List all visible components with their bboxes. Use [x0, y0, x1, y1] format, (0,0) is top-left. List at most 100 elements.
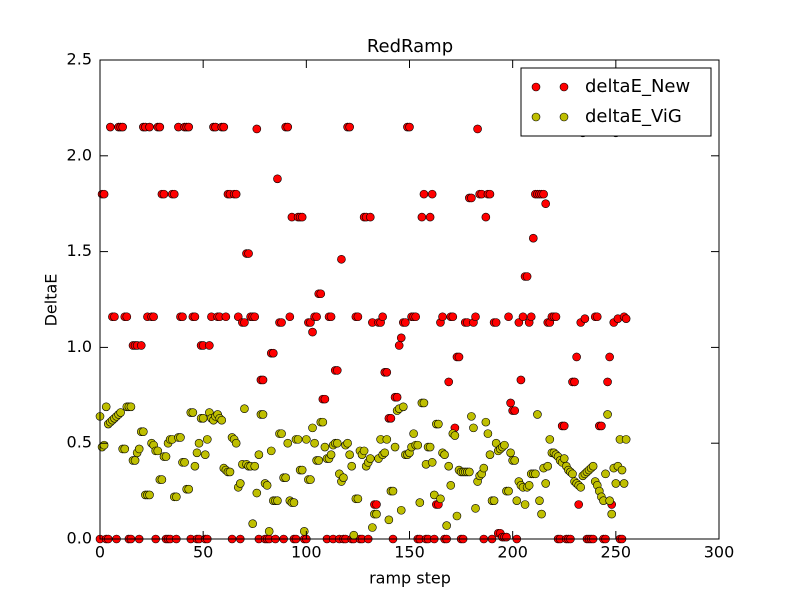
data-point	[343, 438, 352, 448]
data-point	[405, 122, 414, 132]
data-point	[510, 456, 520, 465]
data-point	[473, 124, 482, 134]
data-point	[419, 189, 429, 199]
data-point	[134, 444, 144, 454]
data-point	[415, 498, 425, 507]
data-point	[531, 469, 540, 479]
legend-box	[520, 67, 712, 137]
data-point	[411, 312, 420, 322]
data-point	[526, 312, 536, 322]
data-point	[504, 312, 513, 322]
data-point	[568, 469, 577, 479]
data-point	[353, 312, 363, 322]
y-tick-label: 1.5	[67, 241, 92, 260]
data-point	[514, 318, 524, 327]
data-point	[396, 333, 406, 343]
data-point	[250, 461, 260, 471]
legend-marker	[559, 82, 569, 92]
legend-marker	[559, 112, 569, 122]
data-point	[184, 122, 194, 132]
data-point	[293, 435, 303, 444]
x-tick-label: 200	[497, 543, 528, 562]
data-point	[479, 463, 489, 473]
data-point	[368, 523, 377, 532]
data-point	[396, 505, 406, 515]
data-point	[605, 496, 614, 505]
data-point	[269, 348, 278, 358]
data-point	[233, 312, 243, 322]
data-point	[347, 461, 357, 471]
data-point	[440, 450, 449, 459]
data-point	[592, 312, 602, 322]
data-point	[252, 488, 262, 498]
data-point	[231, 438, 241, 448]
data-point	[312, 312, 321, 322]
data-point	[454, 352, 464, 362]
data-point	[533, 410, 542, 419]
data-point	[438, 312, 447, 322]
data-point	[192, 448, 202, 458]
data-point	[467, 193, 476, 203]
data-point	[545, 435, 555, 444]
data-point	[601, 469, 610, 479]
data-point	[603, 410, 612, 419]
data-point	[308, 327, 317, 337]
x-tick-label: 0	[95, 543, 105, 562]
data-point	[139, 427, 148, 437]
data-point	[200, 450, 210, 459]
legend-marker	[531, 112, 541, 122]
data-point	[283, 438, 293, 448]
data-point	[539, 189, 548, 199]
data-point	[502, 532, 511, 542]
data-point	[345, 122, 354, 132]
legend-label: deltaE_New	[585, 76, 690, 97]
data-point	[310, 438, 319, 448]
data-point	[99, 440, 109, 450]
y-axis-label: DeltaE	[42, 274, 61, 327]
data-point	[372, 509, 381, 519]
data-point	[122, 312, 132, 322]
data-point	[603, 377, 612, 387]
data-point	[349, 530, 359, 540]
data-point	[332, 366, 342, 375]
data-point	[450, 431, 460, 440]
data-point	[169, 189, 179, 199]
data-point	[306, 475, 315, 484]
data-point	[353, 494, 363, 504]
data-point	[551, 312, 561, 322]
data-point	[489, 496, 499, 505]
data-point	[217, 415, 227, 425]
data-point	[510, 406, 520, 415]
data-point	[506, 448, 515, 458]
data-point	[157, 475, 167, 484]
data-point	[409, 429, 418, 438]
data-point	[621, 435, 631, 444]
data-point	[469, 423, 478, 433]
data-point	[176, 433, 185, 442]
data-point	[365, 454, 375, 463]
data-point	[413, 440, 423, 450]
data-point	[516, 375, 526, 385]
data-point	[378, 312, 387, 322]
data-point	[264, 527, 274, 536]
data-point	[483, 429, 493, 438]
data-point	[570, 377, 579, 387]
data-point	[382, 435, 392, 444]
data-point	[194, 438, 204, 448]
data-point	[607, 509, 617, 519]
data-point	[380, 448, 390, 458]
data-point	[281, 473, 291, 482]
data-point	[485, 450, 495, 459]
data-point	[106, 122, 115, 132]
data-point	[576, 482, 586, 492]
legend-label: deltaE_ViG	[585, 106, 682, 127]
data-point	[277, 318, 286, 327]
data-point	[99, 189, 109, 199]
data-point	[597, 421, 606, 431]
data-point	[118, 122, 127, 132]
data-point	[619, 479, 629, 488]
data-point	[500, 440, 509, 450]
data-point	[444, 377, 454, 387]
data-point	[518, 312, 528, 322]
data-point	[236, 479, 245, 488]
